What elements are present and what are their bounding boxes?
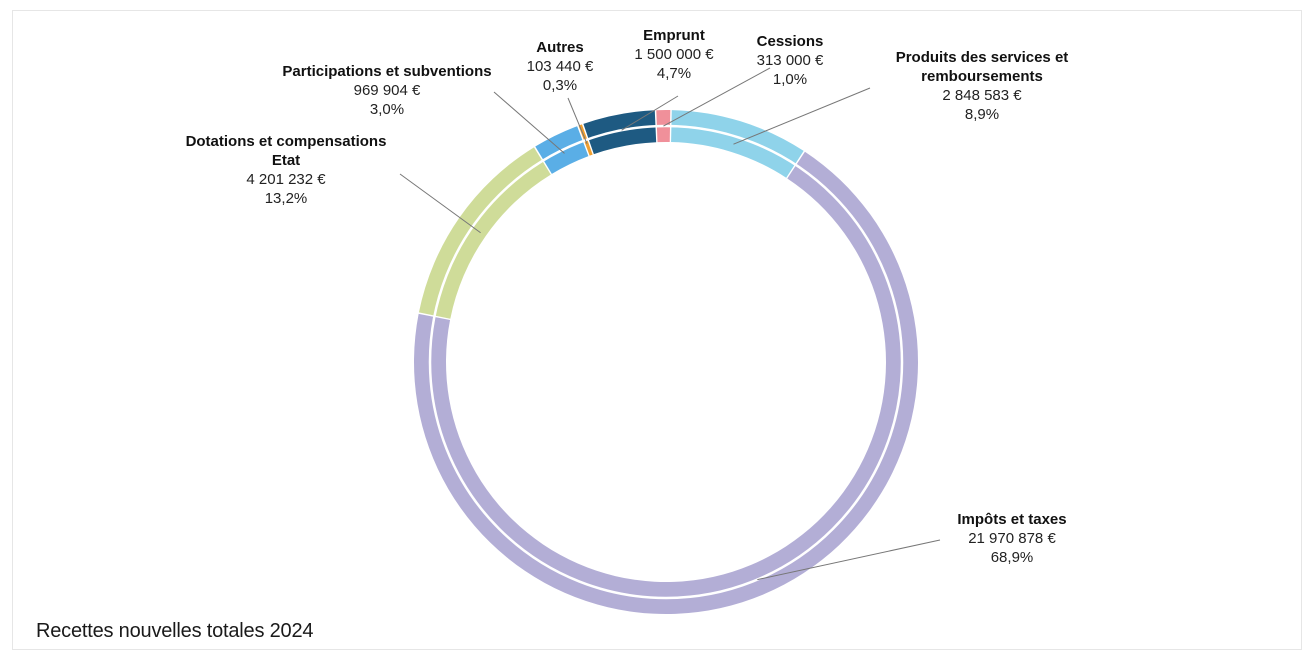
- label-name-cessions: Cessions: [757, 33, 824, 50]
- leader-line-produits-des-services-et-remboursements: [733, 87, 871, 145]
- label-name-autres: Autres: [536, 39, 584, 56]
- slice-labels: Produits des services et remboursements 2 …: [186, 27, 1069, 566]
- label-percent-autres: 0,3%: [543, 77, 577, 94]
- label-percent-participations-et-subventions: 3,0%: [370, 101, 404, 118]
- label-percent-impots-et-taxes: 68,9%: [991, 549, 1034, 566]
- leader-line-autres: [567, 97, 588, 145]
- leader-lines: [399, 67, 941, 581]
- label-name-participations-et-subventions: Participations et subventions: [282, 63, 491, 80]
- label-value-impots-et-taxes: 21 970 878 €: [968, 530, 1056, 547]
- label-name-dotations-et-compensations-etat: Dotations et compensations: [186, 133, 387, 150]
- slice-dotations-et-compensations-etat: [418, 147, 551, 319]
- label-value-participations-et-subventions: 969 904 €: [354, 82, 421, 99]
- leader-line-impots-et-taxes: [757, 539, 941, 581]
- label-percent-produits-des-services-et-remboursements: 8,9%: [965, 106, 999, 123]
- slice-emprunt: [583, 110, 657, 155]
- label-value-dotations-et-compensations-etat: 4 201 232 €: [246, 171, 326, 188]
- leader-line-dotations-et-compensations-etat: [399, 173, 481, 234]
- label-name-produits-des-services-et-remboursements: Produits des services et: [896, 49, 1069, 66]
- leader-line-emprunt: [621, 95, 679, 131]
- label-name-emprunt: Emprunt: [643, 27, 705, 44]
- label-name-dotations-et-compensations-etat: Etat: [272, 152, 300, 169]
- label-value-autres: 103 440 €: [527, 58, 594, 75]
- donut-ring: [414, 110, 919, 614]
- chart-title: Recettes nouvelles totales 2024: [36, 620, 314, 642]
- leader-line-participations-et-subventions: [493, 91, 565, 154]
- label-value-cessions: 313 000 €: [757, 52, 824, 69]
- chart-frame: [12, 10, 1302, 650]
- label-percent-dotations-et-compensations-etat: 13,2%: [265, 190, 308, 207]
- leader-line-cessions: [663, 67, 771, 127]
- label-value-emprunt: 1 500 000 €: [634, 46, 714, 63]
- label-percent-emprunt: 4,7%: [657, 65, 691, 82]
- slice-produits-des-services-et-remboursements: [671, 110, 804, 178]
- label-name-impots-et-taxes: Impôts et taxes: [957, 511, 1066, 528]
- label-name-produits-des-services-et-remboursements: remboursements: [921, 68, 1043, 85]
- label-percent-cessions: 1,0%: [773, 71, 807, 88]
- label-value-produits-des-services-et-remboursements: 2 848 583 €: [942, 87, 1022, 104]
- ring-divider: [428, 124, 904, 600]
